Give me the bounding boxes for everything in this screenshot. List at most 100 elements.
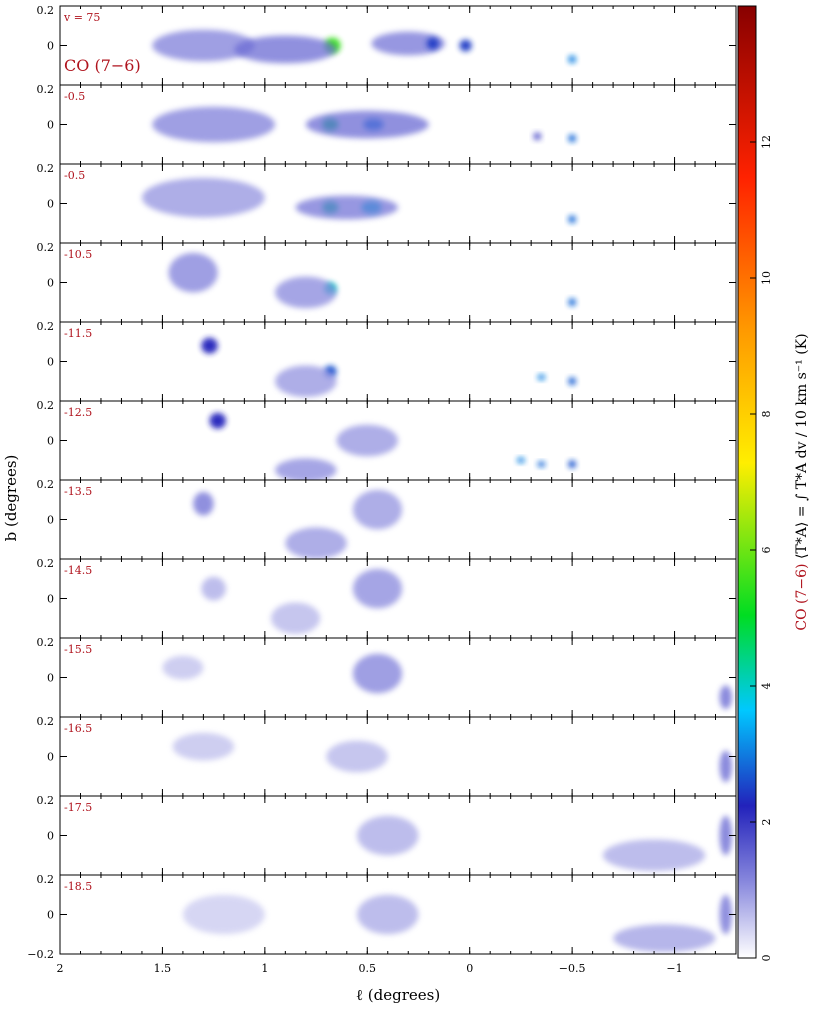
emission-blob xyxy=(234,35,337,64)
emission-blob xyxy=(568,55,577,64)
colorbar-tick-label: 2 xyxy=(760,819,773,826)
panel-velocity-label: -16.5 xyxy=(64,722,92,735)
emission-blob xyxy=(352,653,403,694)
channel-panels: 0.2 0 v = 75 0.2 0 -0.5 0.2 0 -0.5 0.2 0 -10.5 0.2 0 -… xyxy=(27,4,737,961)
y-tick-label: 0.2 xyxy=(37,83,55,96)
emission-layer xyxy=(152,106,577,143)
channel-panel: 0.2 0 -12.5 xyxy=(37,399,737,481)
emission-blob xyxy=(568,215,577,224)
panel-background xyxy=(60,322,736,401)
emission-blob xyxy=(172,732,235,761)
panel-velocity-label: -0.5 xyxy=(64,90,85,103)
emission-layer xyxy=(357,815,732,872)
emission-blob xyxy=(285,527,347,559)
colorbar-title: CO (7−6) ⟨T*A⟩ = ∫ T*A dv / 10 km s⁻¹ (K… xyxy=(794,333,810,630)
emission-layer xyxy=(162,653,732,710)
emission-blob xyxy=(602,839,706,872)
emission-blob xyxy=(357,894,419,935)
y-tick-label: −0.2 xyxy=(27,948,54,961)
channel-panel: 0.2 0 -17.5 xyxy=(37,794,737,876)
emission-blob xyxy=(305,110,429,139)
y-tick-label: 0 xyxy=(47,514,54,527)
emission-blob xyxy=(152,106,276,143)
y-tick-label: 0.2 xyxy=(37,794,55,807)
emission-blob xyxy=(201,337,218,354)
channel-panel: 0.2 0 −0.2 -18.5 xyxy=(27,873,737,961)
x-tick-labels: 2 1.5 1 0.5 0 −0.5 −1 xyxy=(57,962,683,975)
y-tick-label: 0.2 xyxy=(37,715,55,728)
emission-blob xyxy=(326,740,388,773)
x-tick-label: −1 xyxy=(666,962,682,975)
y-tick-label: 0 xyxy=(47,198,54,211)
emission-blob xyxy=(275,276,337,309)
emission-layer xyxy=(201,568,403,635)
panel-background xyxy=(60,243,736,322)
emission-blob xyxy=(568,134,577,143)
panel-velocity-label: -18.5 xyxy=(64,880,92,893)
emission-blob xyxy=(533,132,542,141)
emission-blob xyxy=(719,685,732,710)
emission-blob xyxy=(336,424,398,457)
channel-panel: 0.2 0 -0.5 xyxy=(37,162,737,244)
channel-panel: 0.2 0 -11.5 xyxy=(37,320,737,402)
emission-blob xyxy=(568,460,577,469)
panel-background xyxy=(60,717,736,796)
emission-blob xyxy=(352,489,403,530)
channel-panel: 0.2 0 v = 75 xyxy=(37,4,737,86)
panel-velocity-label: -15.5 xyxy=(64,643,92,656)
panel-velocity-label: -12.5 xyxy=(64,406,92,419)
emission-blob xyxy=(719,894,732,935)
y-tick-label: 0 xyxy=(47,435,54,448)
channel-panel: 0.2 0 -16.5 xyxy=(37,715,737,797)
emission-blob xyxy=(352,568,403,609)
panel-velocity-label: v = 75 xyxy=(63,11,100,24)
emission-blob xyxy=(275,458,337,480)
emission-blob xyxy=(162,655,204,680)
emission-blob xyxy=(459,39,472,52)
emission-blob xyxy=(201,576,226,601)
colorbar: 0 2 4 6 8 10 12 xyxy=(737,5,773,962)
y-tick-label: 0.2 xyxy=(37,636,55,649)
emission-blob xyxy=(537,374,546,381)
emission-blob xyxy=(516,457,525,464)
emission-layer xyxy=(168,252,577,309)
emission-layer xyxy=(182,894,732,953)
channel-panel: 0.2 0 -15.5 xyxy=(37,636,737,718)
y-tick-label: 0.2 xyxy=(37,873,55,886)
channel-panel: 0.2 0 -0.5 xyxy=(37,83,737,165)
colorbar-tick-label: 8 xyxy=(760,411,773,418)
channel-panel: 0.2 0 -13.5 xyxy=(37,478,737,560)
emission-blob xyxy=(295,195,398,220)
colorbar-tick-label: 10 xyxy=(760,271,773,285)
colorbar-tick-label: 0 xyxy=(760,955,773,962)
y-tick-label: 0.2 xyxy=(37,320,55,333)
y-tick-label: 0 xyxy=(47,119,54,132)
x-tick-label: 1 xyxy=(261,962,268,975)
panel-velocity-label: -17.5 xyxy=(64,801,92,814)
emission-blob xyxy=(168,252,218,293)
emission-layer xyxy=(201,337,577,398)
emission-blob xyxy=(719,750,732,783)
y-tick-label: 0 xyxy=(47,830,54,843)
y-tick-label: 0 xyxy=(47,909,54,922)
panel-velocity-label: -10.5 xyxy=(64,248,92,261)
x-tick-label: 0 xyxy=(466,962,473,975)
y-tick-label: 0 xyxy=(47,593,54,606)
emission-blob xyxy=(193,491,214,516)
y-axis-title: b (degrees) xyxy=(2,455,20,542)
y-tick-label: 0.2 xyxy=(37,241,55,254)
colorbar-tick-label: 12 xyxy=(760,135,773,149)
y-tick-label: 0.2 xyxy=(37,478,55,491)
emission-blob xyxy=(613,924,716,953)
emission-blob xyxy=(537,461,546,468)
y-tick-label: 0.2 xyxy=(37,162,55,175)
y-tick-label: 0.2 xyxy=(37,399,55,412)
emission-blob xyxy=(357,815,419,856)
emission-blob xyxy=(426,37,439,50)
line-label: CO (7−6) xyxy=(64,56,141,75)
panel-velocity-label: -13.5 xyxy=(64,485,92,498)
y-tick-label: 0.2 xyxy=(37,557,55,570)
emission-blob xyxy=(152,29,255,62)
emission-layer xyxy=(172,732,732,783)
